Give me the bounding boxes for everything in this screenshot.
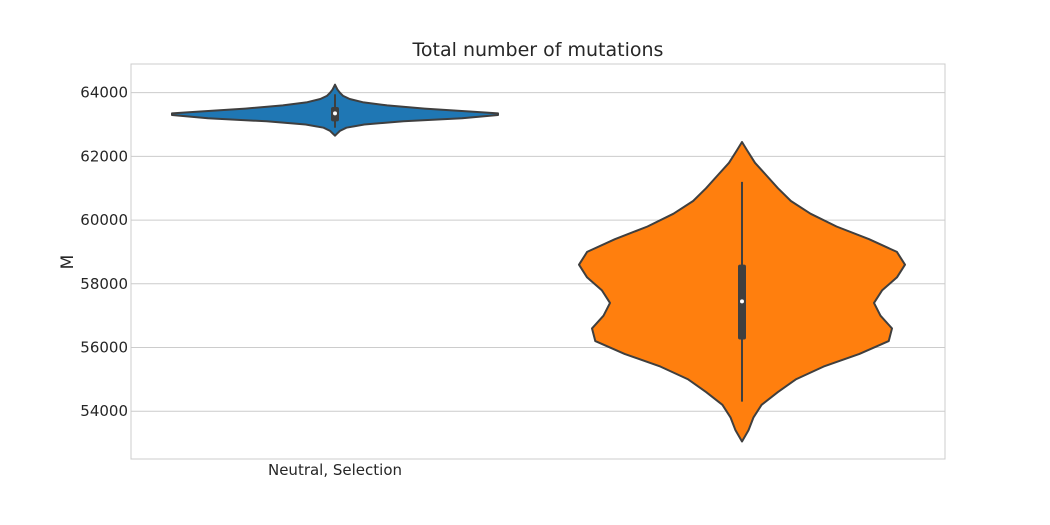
y-tick-label: 64000 bbox=[80, 84, 128, 102]
violins bbox=[171, 83, 906, 443]
y-tick-label: 58000 bbox=[80, 275, 128, 293]
violin-median-dot bbox=[740, 299, 744, 304]
plot-frame bbox=[130, 63, 946, 460]
y-tick-label: 62000 bbox=[80, 147, 128, 165]
y-tick-label: 54000 bbox=[80, 402, 128, 420]
y-tick-label: 56000 bbox=[80, 339, 128, 357]
y-axis-label: M bbox=[58, 255, 78, 270]
y-tick-labels: 54000 56000 58000 60000 62000 64000 bbox=[80, 84, 128, 421]
y-tick-label: 60000 bbox=[80, 211, 128, 229]
violin-median-dot bbox=[333, 111, 337, 116]
chart-title: Total number of mutations bbox=[412, 39, 664, 61]
gridlines bbox=[131, 92, 945, 412]
x-tick-label: Neutral, Selection bbox=[268, 461, 402, 479]
